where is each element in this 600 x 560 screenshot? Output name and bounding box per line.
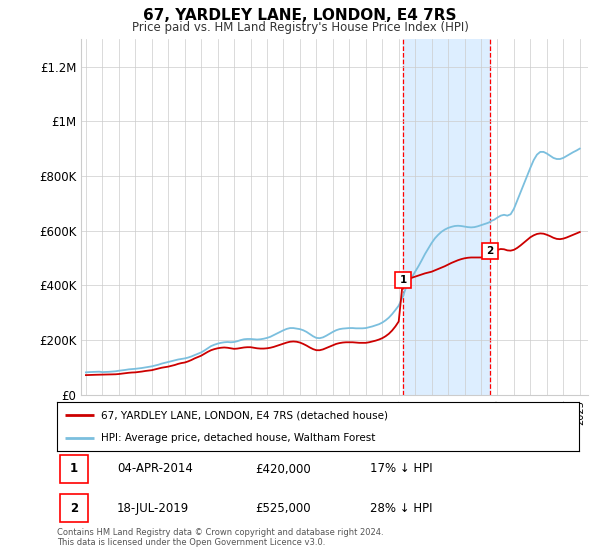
Text: 28% ↓ HPI: 28% ↓ HPI — [370, 502, 433, 515]
Text: 04-APR-2014: 04-APR-2014 — [117, 463, 193, 475]
Text: 67, YARDLEY LANE, LONDON, E4 7RS: 67, YARDLEY LANE, LONDON, E4 7RS — [143, 8, 457, 24]
Text: 2: 2 — [70, 502, 78, 515]
Text: 67, YARDLEY LANE, LONDON, E4 7RS (detached house): 67, YARDLEY LANE, LONDON, E4 7RS (detach… — [101, 410, 388, 421]
Text: HPI: Average price, detached house, Waltham Forest: HPI: Average price, detached house, Walt… — [101, 433, 376, 444]
Text: Price paid vs. HM Land Registry's House Price Index (HPI): Price paid vs. HM Land Registry's House … — [131, 21, 469, 34]
FancyBboxPatch shape — [59, 494, 88, 522]
Text: 2: 2 — [487, 246, 494, 256]
Text: 1: 1 — [70, 463, 78, 475]
Text: 1: 1 — [400, 275, 407, 285]
Text: 17% ↓ HPI: 17% ↓ HPI — [370, 463, 433, 475]
FancyBboxPatch shape — [59, 455, 88, 483]
Text: Contains HM Land Registry data © Crown copyright and database right 2024.
This d: Contains HM Land Registry data © Crown c… — [57, 528, 383, 547]
Bar — [403, 39, 490, 395]
Text: 18-JUL-2019: 18-JUL-2019 — [117, 502, 189, 515]
Text: £525,000: £525,000 — [256, 502, 311, 515]
Text: £420,000: £420,000 — [256, 463, 311, 475]
